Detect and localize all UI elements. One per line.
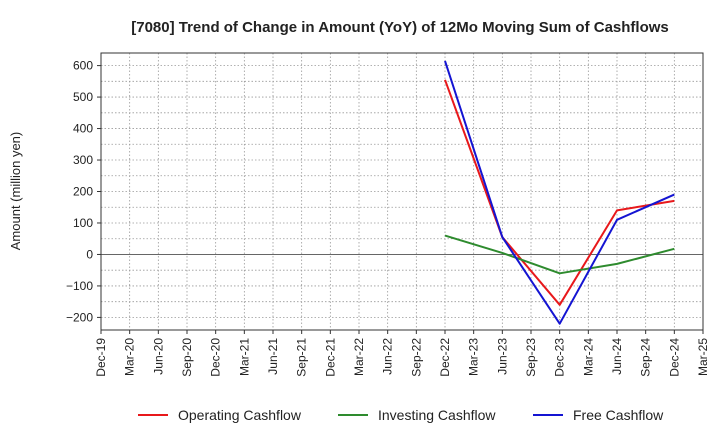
legend-label-operating-cashflow: Operating Cashflow <box>178 407 302 423</box>
x-tick-label: Dec-21 <box>323 338 337 377</box>
x-tick-label: Mar-21 <box>237 338 251 376</box>
x-tick-label: Dec-23 <box>553 338 567 377</box>
chart-title: [7080] Trend of Change in Amount (YoY) o… <box>131 19 669 36</box>
x-tick-label: Mar-22 <box>352 338 366 376</box>
y-tick-label: 300 <box>73 153 93 167</box>
y-tick-label: −100 <box>66 279 93 293</box>
y-tick-label: −200 <box>66 310 93 324</box>
x-tick-label: Dec-19 <box>94 338 108 377</box>
x-tick-label: Dec-22 <box>438 338 452 377</box>
x-tick-label: Jun-23 <box>495 338 509 375</box>
x-tick-label: Dec-24 <box>667 338 681 377</box>
legend-label-investing-cashflow: Investing Cashflow <box>378 407 496 423</box>
axis-layer: −200 −100 0 100 200 300 400 500 600 Dec-19 Mar-20 J… <box>66 52 710 377</box>
y-tick-label: 100 <box>73 216 93 230</box>
y-tick-label: 600 <box>73 59 93 73</box>
series-layer <box>444 60 675 325</box>
x-tick-label: Jun-21 <box>266 338 280 375</box>
x-tick-label: Jun-24 <box>610 338 624 375</box>
x-tick-label: Jun-20 <box>151 338 165 375</box>
x-tick-label: Jun-22 <box>381 338 395 375</box>
x-tick-label: Sep-20 <box>180 338 194 377</box>
x-tick-label: Mar-24 <box>581 338 595 376</box>
y-tick-label: 200 <box>73 185 93 199</box>
x-tick-label: Sep-21 <box>295 338 309 377</box>
legend-label-free-cashflow: Free Cashflow <box>573 407 664 423</box>
x-tick-label: Sep-24 <box>639 338 653 377</box>
y-axis-label: Amount (million yen) <box>8 132 23 251</box>
x-tick-label: Mar-20 <box>123 338 137 376</box>
x-tick-label: Sep-22 <box>409 338 423 377</box>
x-tick-label: Dec-20 <box>209 338 223 377</box>
y-tick-label: 400 <box>73 122 93 136</box>
y-tick-label: 500 <box>73 90 93 104</box>
x-tick-label: Mar-23 <box>467 338 481 376</box>
legend: Operating Cashflow Investing Cashflow Free… <box>138 407 664 423</box>
grid-layer <box>100 53 704 330</box>
x-tick-label: Sep-23 <box>524 338 538 377</box>
y-tick-label: 0 <box>86 247 93 261</box>
x-tick-label: Mar-25 <box>696 338 710 376</box>
